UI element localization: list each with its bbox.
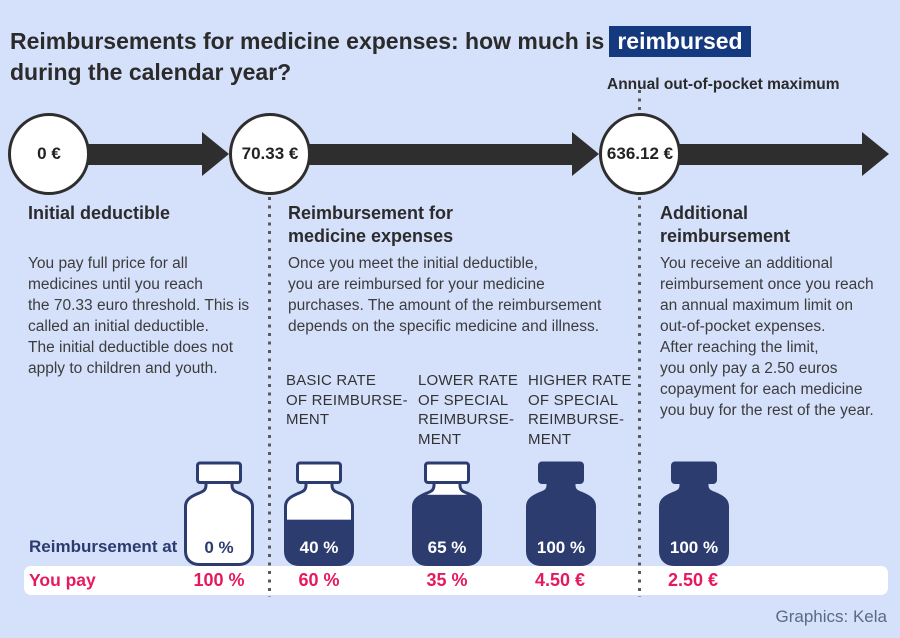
section-body-reimbursement: Once you meet the initial deductible, yo… (288, 255, 602, 335)
bottle-icon (412, 461, 482, 566)
dotted-separator-1 (268, 197, 271, 597)
medicine-bottle-100-percent-additional: 100 % (659, 461, 729, 566)
page-title: Reimbursements for medicine expenses: ho… (10, 26, 751, 88)
timeline-arrowhead-2 (572, 132, 599, 176)
bottle-icon (184, 461, 254, 566)
section-body-initial-deductible: You pay full price for all medicines unt… (28, 255, 250, 377)
rate-header-lower-special: LOWER RATE OF SPECIAL REIMBURSE- MENT (418, 372, 519, 448)
row-label-reimbursement-at: Reimbursement at (29, 537, 178, 556)
title-line1-text: Reimbursements for medicine expenses: ho… (10, 28, 605, 54)
you-pay-value: 35 % (426, 570, 468, 590)
medicine-bottle-65-percent: 65 % (412, 461, 482, 566)
you-pay-value: 2.50 € (667, 570, 719, 590)
reimbursement-rate-value: 0 % (204, 538, 234, 557)
title-highlight: reimbursed (609, 26, 751, 57)
graphics-credit: Graphics: Kela (775, 607, 888, 626)
section-heading-initial-deductible: Initial deductible (28, 203, 171, 223)
you-pay-band (24, 566, 888, 595)
section-body-additional-reimbursement: You receive an additional reimbursement … (660, 255, 874, 419)
you-pay-value: 60 % (298, 570, 340, 590)
dotted-separator-2-upper (638, 90, 641, 112)
bottle-icon (659, 461, 729, 566)
row-label-you-pay: You pay (29, 570, 96, 590)
section-heading-additional-reimbursement: Additional reimbursement (660, 203, 791, 246)
timeline-arrowhead-3 (862, 132, 889, 176)
timeline-arrowhead-1 (202, 132, 229, 176)
rate-header-higher-special: HIGHER RATE OF SPECIAL REIMBURSE- MENT (528, 372, 632, 448)
title-line2: during the calendar year? (10, 59, 292, 85)
medicine-bottle-0-percent: 0 % (184, 461, 254, 566)
medicine-bottle-100-percent: 100 % (526, 461, 596, 566)
rate-header-basic: BASIC RATE OF REIMBURSE- MENT (286, 372, 408, 428)
you-pay-value: 4.50 € (534, 570, 586, 590)
reimbursement-rate-value: 65 % (427, 538, 467, 557)
reimbursement-rate-value: 40 % (299, 538, 339, 557)
reimbursement-rate-value: 100 % (669, 538, 719, 557)
timeline-arrow-shaft-3 (670, 144, 862, 165)
milestone-circle-0-eur: 0 € (8, 113, 90, 195)
medicine-bottle-40-percent: 40 % (284, 461, 354, 566)
reimbursement-rate-value: 100 % (536, 538, 586, 557)
bottle-icon (526, 461, 596, 566)
milestone-circle-70-33-eur: 70.33 € (229, 113, 311, 195)
timeline-arrow-shaft-2 (300, 144, 572, 165)
timeline-arrow-shaft-1 (60, 144, 202, 165)
section-heading-reimbursement: Reimbursement for medicine expenses (288, 203, 454, 246)
you-pay-value: 100 % (193, 570, 245, 590)
milestone-circle-636-12-eur: 636.12 € (599, 113, 681, 195)
dotted-separator-2 (638, 197, 641, 597)
bottle-icon (284, 461, 354, 566)
title-line1: Reimbursements for medicine expenses: ho… (10, 26, 751, 57)
annual-max-label: Annual out-of-pocket maximum (607, 76, 840, 93)
